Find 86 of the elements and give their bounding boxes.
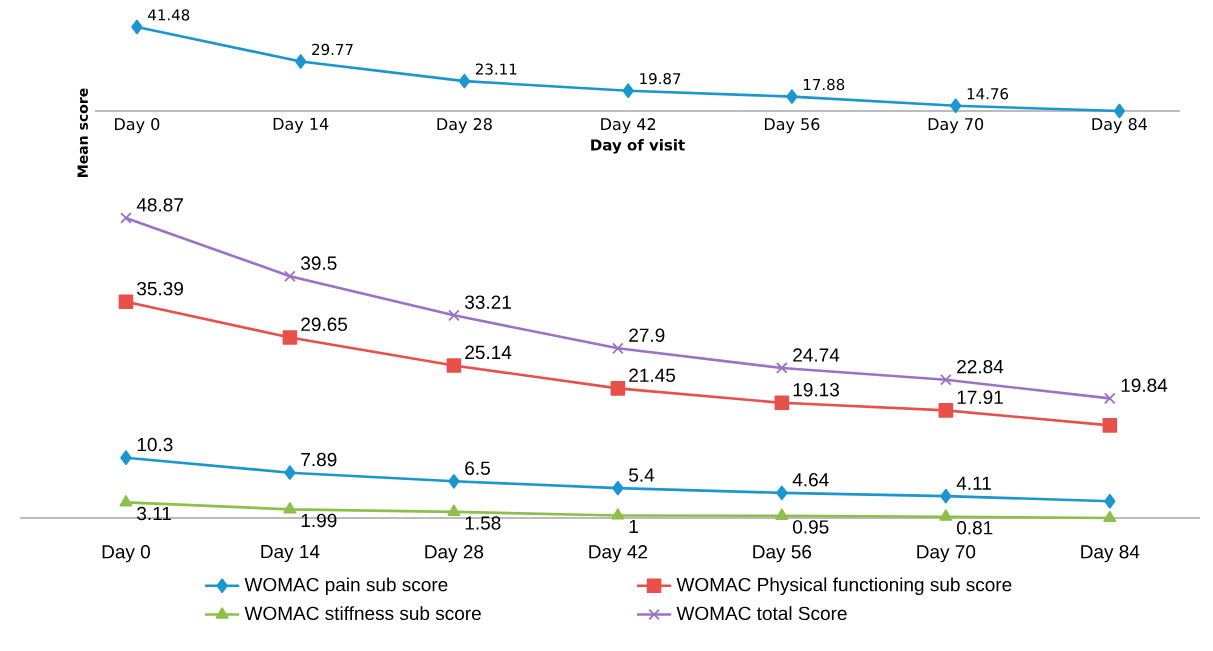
- data-label: 24.74: [793, 348, 840, 362]
- point: [612, 480, 624, 496]
- point: [611, 508, 625, 520]
- data-label: 21.45: [629, 368, 676, 383]
- x-tick-label: Day 42: [601, 118, 656, 134]
- x-tick-label: Day 56: [764, 118, 820, 134]
- point: [612, 342, 624, 355]
- point: [1103, 392, 1116, 405]
- point: [1113, 103, 1126, 119]
- point: [118, 294, 134, 310]
- x-tick-label: Day 0: [102, 545, 150, 563]
- point: [458, 73, 471, 89]
- x-tick-label: Day 0: [115, 118, 160, 134]
- data-label: 19.13: [793, 382, 839, 397]
- point: [610, 381, 626, 396]
- data-label: 10.3: [137, 437, 173, 452]
- point: [939, 509, 953, 521]
- x-tick-label: Day 56: [753, 545, 812, 563]
- point: [774, 395, 790, 411]
- x-tick-label: Day 84: [1081, 545, 1140, 563]
- point: [119, 495, 133, 507]
- data-label: 48.87: [136, 198, 183, 212]
- legend-label: WOMAC total Score: [676, 606, 847, 621]
- point: [622, 83, 634, 99]
- point: [776, 485, 788, 501]
- point: [938, 403, 954, 418]
- data-label: 14.76: [967, 88, 1009, 100]
- x-tick-label: Day 84: [1092, 118, 1148, 134]
- x-tick-label: Day 70: [917, 545, 976, 563]
- x-axis-title: Day of visit: [591, 138, 685, 154]
- x-tick-label: Day 28: [437, 118, 492, 134]
- point: [284, 465, 296, 480]
- x-tick-label: Day 28: [425, 545, 484, 563]
- data-label: 33.21: [465, 295, 511, 309]
- data-label: 17.88: [803, 78, 845, 91]
- data-label: 4.11: [956, 476, 991, 490]
- point: [120, 450, 132, 465]
- point: [949, 98, 962, 114]
- data-label: 3.11: [137, 506, 171, 521]
- data-label: 19.84: [1121, 378, 1168, 393]
- data-label: 1: [629, 519, 638, 533]
- data-label: 4.64: [792, 473, 829, 487]
- point: [294, 54, 307, 69]
- point: [776, 362, 788, 374]
- data-label: 0.95: [793, 520, 829, 534]
- point: [940, 488, 952, 504]
- x-tick-label: Day 70: [928, 118, 984, 134]
- point: [775, 508, 789, 520]
- data-label: 35.39: [137, 281, 183, 296]
- data-label: 5.4: [629, 468, 655, 482]
- legend-label: WOMAC Physical functioning sub score: [676, 577, 1012, 596]
- point: [283, 502, 297, 514]
- point: [284, 270, 296, 283]
- point: [448, 309, 460, 322]
- x-tick-label: Day 14: [273, 118, 329, 134]
- data-label: 25.14: [465, 345, 512, 360]
- legend-label: WOMAC pain sub score: [244, 577, 448, 596]
- point: [939, 373, 952, 386]
- point: [1102, 418, 1118, 433]
- data-label: 23.11: [475, 63, 517, 75]
- point: [282, 330, 298, 345]
- x-tick-label: Day 42: [589, 545, 648, 563]
- data-label: 6.5: [465, 461, 490, 475]
- y-axis-title: Mean score: [77, 88, 88, 177]
- point: [448, 474, 460, 489]
- point: [1104, 493, 1116, 509]
- point: [447, 504, 461, 516]
- x-tick-label: Day 14: [261, 545, 320, 563]
- data-label: 19.87: [640, 72, 681, 85]
- point: [786, 89, 798, 104]
- legend-label: WOMAC stiffness sub score: [244, 606, 481, 621]
- point: [120, 212, 132, 224]
- data-label: 1.99: [301, 513, 337, 528]
- point: [1103, 510, 1117, 523]
- data-label: 0.81: [957, 521, 993, 535]
- data-label: 22.84: [957, 359, 1004, 374]
- data-label: 27.9: [629, 328, 665, 342]
- data-label: 29.77: [312, 43, 353, 56]
- data-label: 1.58: [465, 516, 501, 530]
- data-label: 17.91: [957, 390, 1003, 405]
- data-label: 39.5: [301, 256, 337, 270]
- data-label: 7.89: [301, 452, 337, 467]
- data-label: 41.48: [148, 9, 190, 21]
- point: [131, 19, 143, 35]
- data-label: 29.65: [301, 317, 348, 332]
- point: [446, 358, 462, 373]
